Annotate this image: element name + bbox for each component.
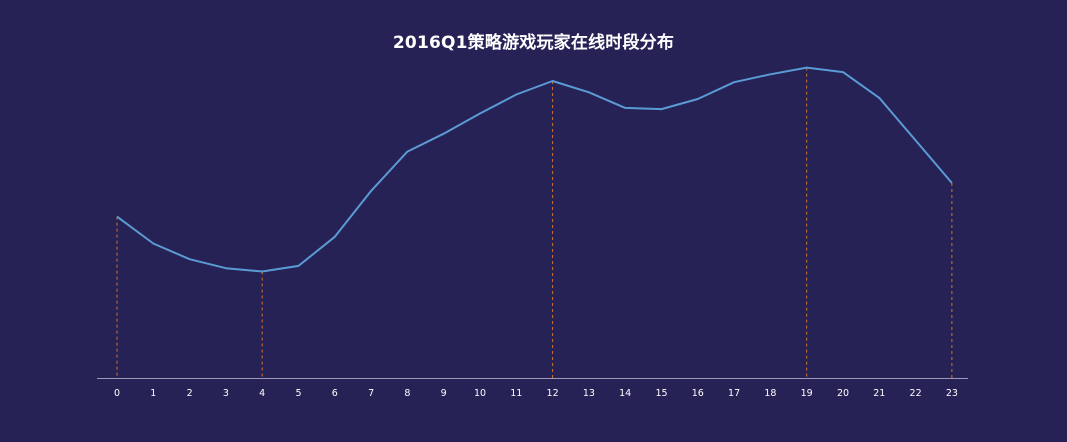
x-tick-label: 0 xyxy=(114,388,120,399)
x-tick-label: 10 xyxy=(474,388,486,399)
data-point-18 xyxy=(768,72,772,76)
x-tick-labels: 0 1 2 3 4 5 6 7 8 9 10 11 12 13 14 15 16 17 18 19 20 21 22 23 xyxy=(114,388,958,399)
x-tick-label: 7 xyxy=(368,388,374,399)
x-tick-label: 8 xyxy=(404,388,410,399)
x-tick-label: 18 xyxy=(764,388,776,399)
data-point-13 xyxy=(587,90,591,94)
data-point-14 xyxy=(623,106,627,110)
x-tick-label: 23 xyxy=(946,388,958,399)
x-tick-label: 6 xyxy=(332,388,338,399)
x-tick-label: 12 xyxy=(547,388,559,399)
data-point-7 xyxy=(369,189,373,193)
x-tick-label: 19 xyxy=(801,388,813,399)
x-tick-label: 11 xyxy=(510,388,522,399)
data-point-12 xyxy=(551,79,555,83)
x-tick-label: 2 xyxy=(187,388,193,399)
data-point-5 xyxy=(297,264,301,268)
data-point-1 xyxy=(151,242,155,246)
data-point-11 xyxy=(514,92,518,96)
x-tick-label: 1 xyxy=(150,388,156,399)
series-group xyxy=(115,66,954,274)
x-tick-label: 3 xyxy=(223,388,229,399)
x-tick-label: 20 xyxy=(837,388,849,399)
data-point-19 xyxy=(805,66,809,70)
data-point-9 xyxy=(442,132,446,136)
data-point-4 xyxy=(260,270,264,274)
x-tick-label: 15 xyxy=(655,388,667,399)
x-tick-label: 14 xyxy=(619,388,631,399)
data-point-2 xyxy=(188,257,192,261)
x-tick-label: 21 xyxy=(873,388,885,399)
series-line xyxy=(116,66,953,273)
data-point-8 xyxy=(405,150,409,154)
x-tick-label: 13 xyxy=(583,388,595,399)
x-tick-label: 4 xyxy=(259,388,265,399)
x-tick-label: 5 xyxy=(295,388,301,399)
data-point-23 xyxy=(950,181,954,185)
data-point-21 xyxy=(877,96,881,100)
data-point-10 xyxy=(478,112,482,116)
data-point-3 xyxy=(224,266,228,270)
data-point-17 xyxy=(732,80,736,84)
chart-title: 2016Q1策略游戏玩家在线时段分布 xyxy=(392,33,675,53)
data-point-15 xyxy=(660,107,664,111)
data-point-6 xyxy=(333,235,337,239)
x-tick-label: 16 xyxy=(692,388,704,399)
x-tick-label: 17 xyxy=(728,388,740,399)
data-point-16 xyxy=(696,97,700,101)
x-tick-label: 9 xyxy=(441,388,447,399)
highlight-lines xyxy=(116,67,953,378)
x-tick-label: 22 xyxy=(910,388,922,399)
data-point-0 xyxy=(115,215,119,219)
data-point-20 xyxy=(841,70,845,74)
data-point-22 xyxy=(914,138,918,142)
